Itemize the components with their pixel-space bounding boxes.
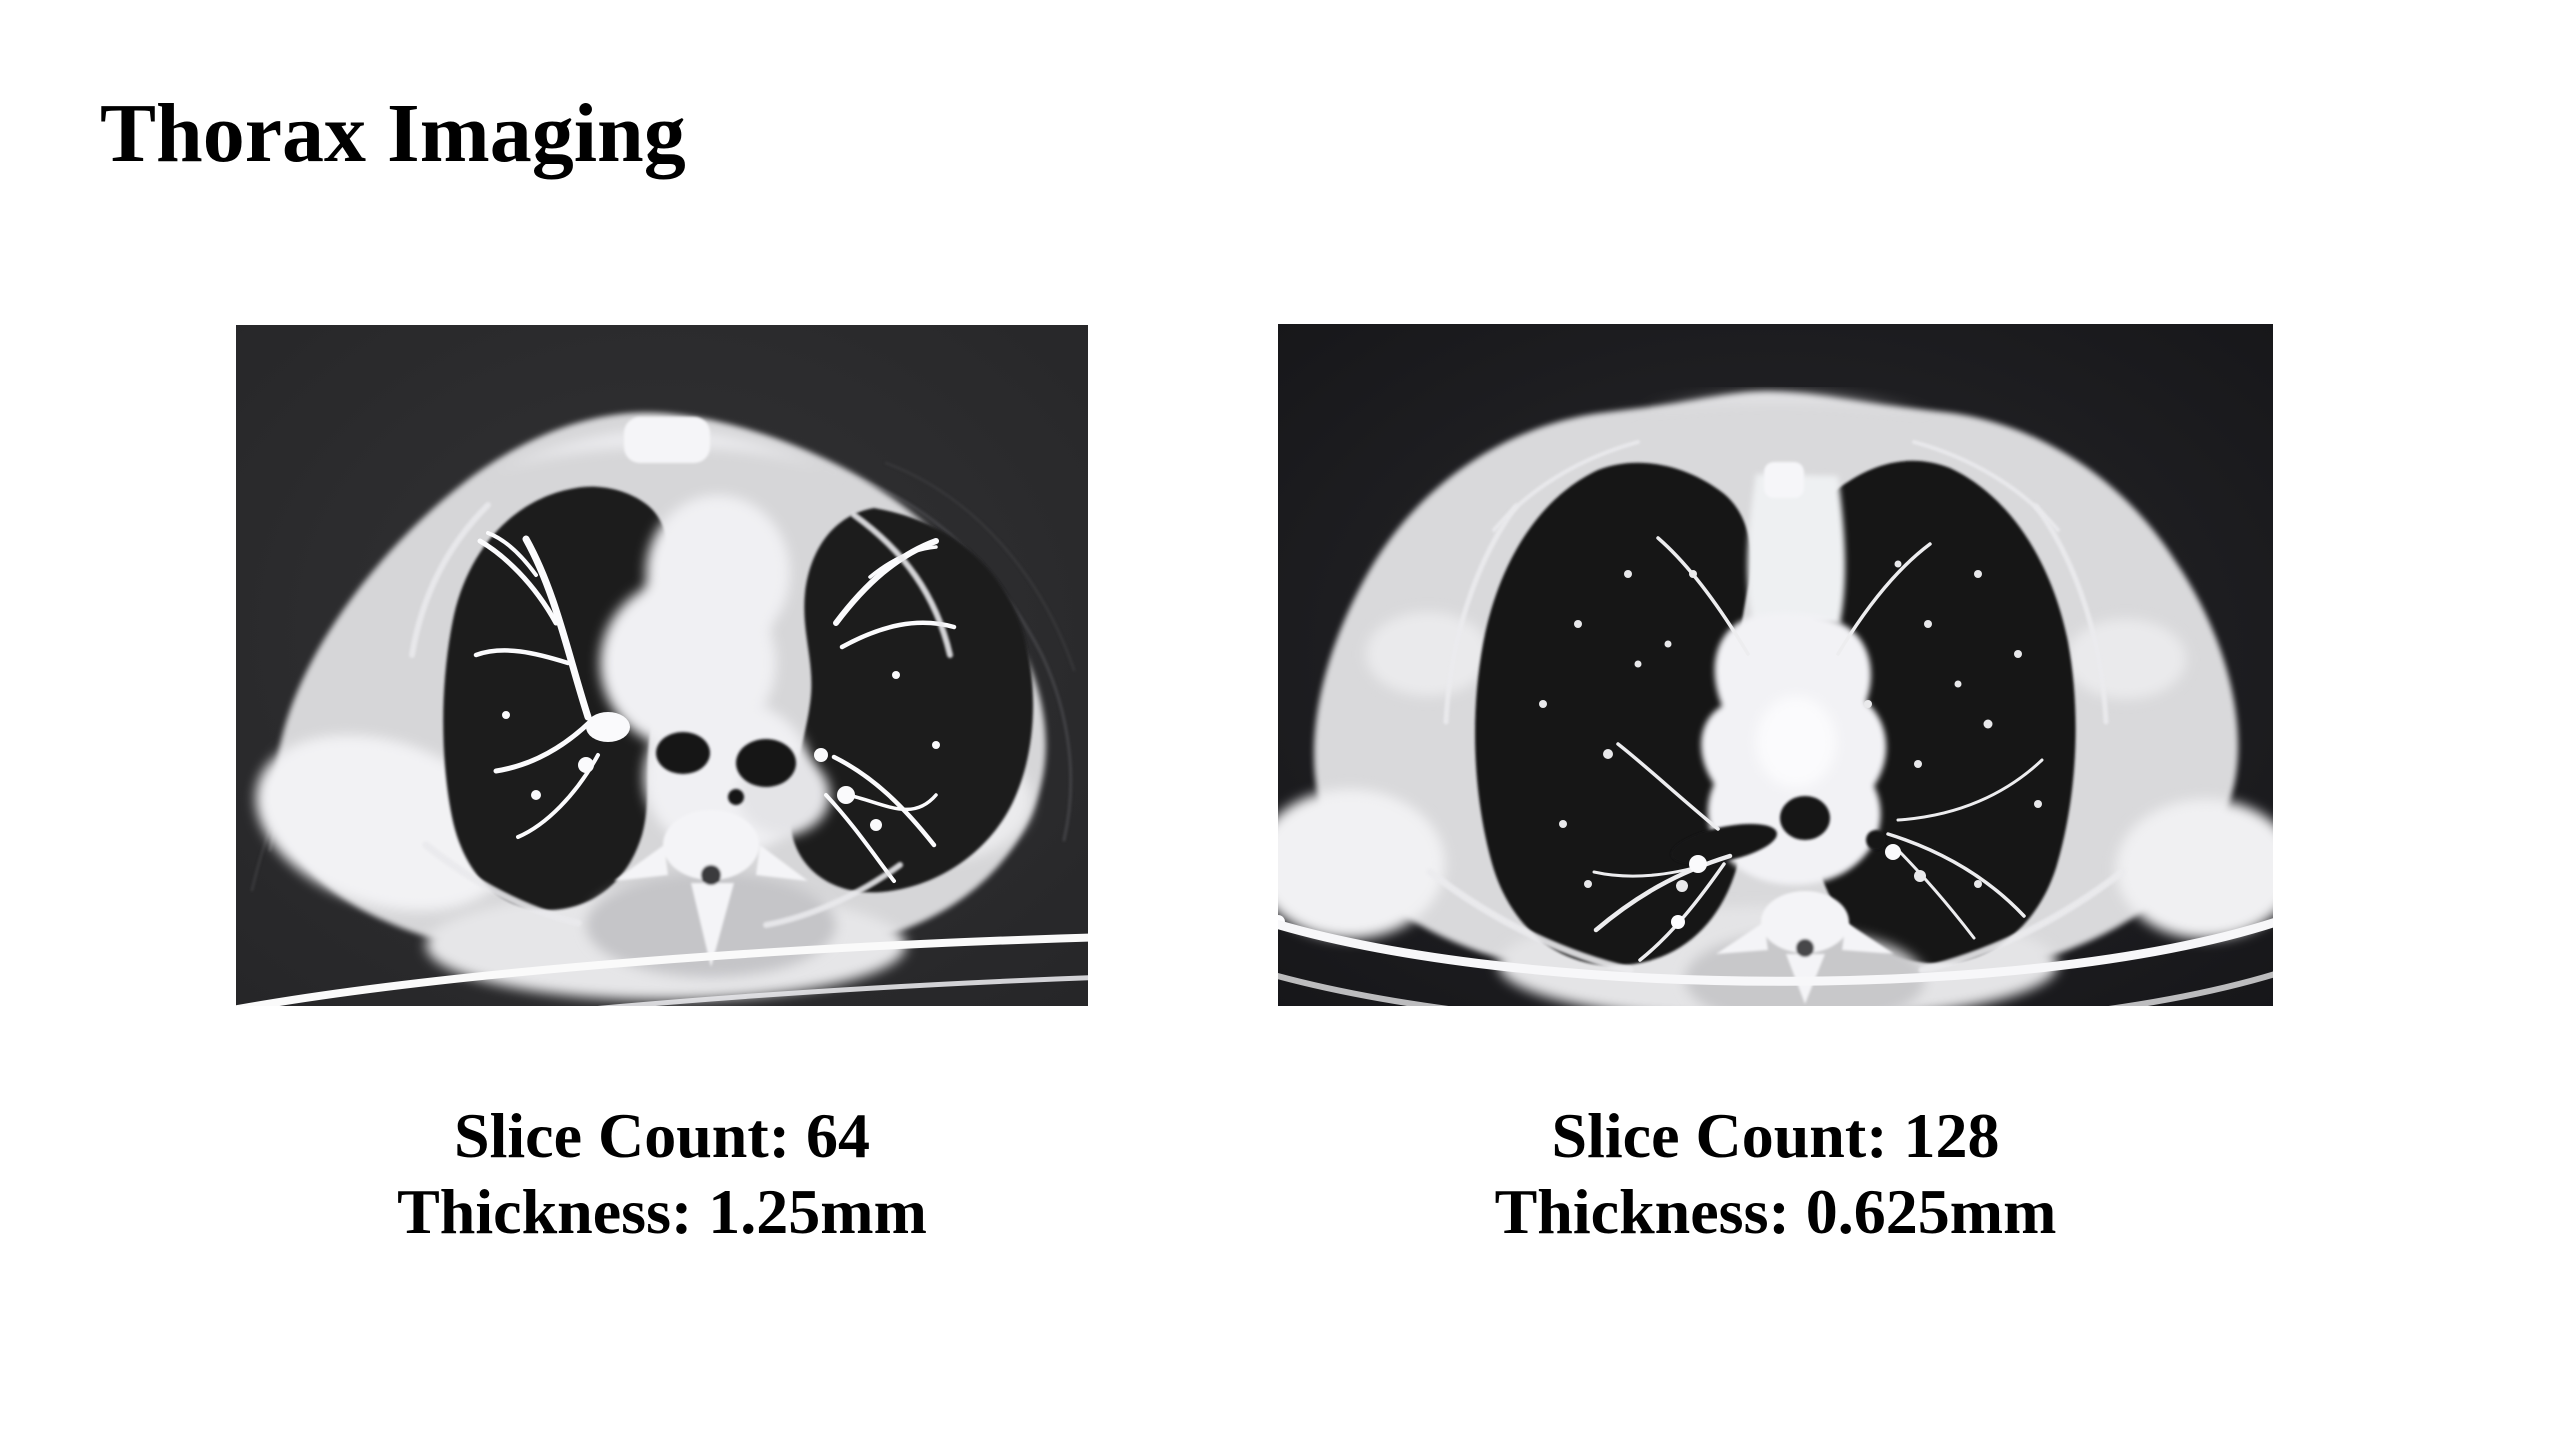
ct-left-spine <box>614 810 808 967</box>
ct-image-left <box>236 325 1088 1006</box>
ct-right-spine <box>1716 891 1894 1004</box>
ct-right-bronchi <box>1671 796 1886 865</box>
caption-right-thickness: Thickness: 0.625mm <box>1494 1175 2057 1247</box>
ct-right-table <box>1278 918 2273 1006</box>
ct-right-mediastinum <box>1701 474 1887 885</box>
ct-right-vessel-dots <box>1278 560 2042 929</box>
ct-left-vessels <box>473 531 957 883</box>
ct-left-hilar-dots <box>502 671 940 831</box>
ct-left-table <box>236 933 1088 1006</box>
caption-left-thickness: Thickness: 1.25mm <box>397 1175 927 1247</box>
caption-left-slice-count: Slice Count: 64 <box>454 1100 870 1171</box>
caption-left: Slice Count: 64 Thickness: 1.25mm <box>236 1098 1088 1249</box>
page-title: Thorax Imaging <box>100 87 686 180</box>
ct-right-sternum <box>1764 462 1804 498</box>
ct-right-axilla-right <box>2066 619 2186 699</box>
ct-scan-right-graphic <box>1278 324 2273 1006</box>
ct-scan-left-graphic <box>236 325 1088 1006</box>
ct-right-arm-right <box>2116 799 2273 939</box>
ct-right-arm-left <box>1278 789 1445 939</box>
ct-left-bronchi <box>656 732 796 805</box>
caption-right: Slice Count: 128 Thickness: 0.625mm <box>1278 1098 2273 1249</box>
ct-right-axilla-left <box>1366 612 1490 696</box>
caption-right-slice-count: Slice Count: 128 <box>1551 1100 2000 1171</box>
ct-left-ribs <box>409 502 953 928</box>
ct-image-right <box>1278 324 2273 1006</box>
ct-right-ribs <box>1426 440 2126 974</box>
ct-left-sternum <box>624 417 710 463</box>
ct-right-anterior-wall <box>1608 394 1946 416</box>
